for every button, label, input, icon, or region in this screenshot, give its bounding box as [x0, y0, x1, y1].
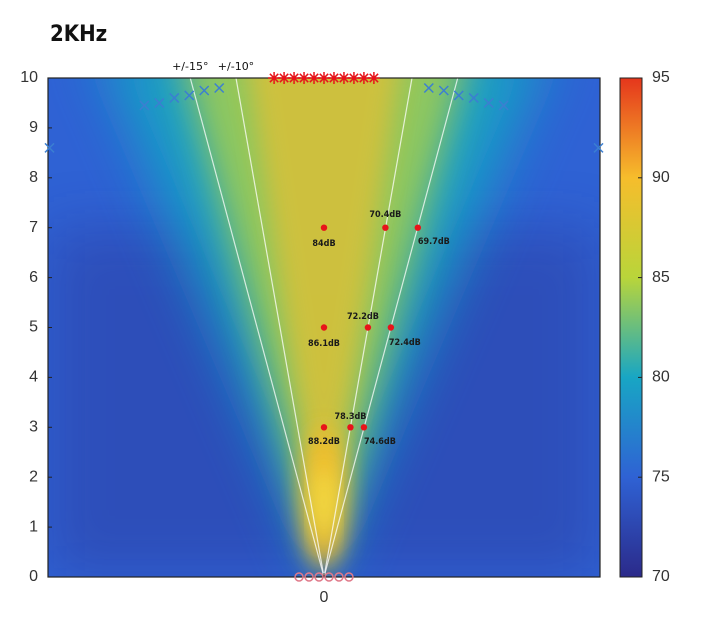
- y-tick-label: 7: [29, 219, 38, 236]
- data-point: [387, 324, 395, 331]
- data-point: [320, 324, 328, 331]
- marker-cross: [44, 142, 55, 153]
- data-label: 78.3dB: [334, 412, 366, 422]
- marker-circle: [324, 572, 334, 582]
- data-point: [347, 424, 354, 431]
- guide-line: [189, 77, 325, 578]
- colorbar-tick-label: 85: [652, 269, 670, 286]
- marker-asterisk: [268, 72, 281, 84]
- colorbar-tick-label: 95: [652, 69, 670, 86]
- data-label: 69.7dB: [418, 237, 450, 247]
- marker-cross: [139, 100, 150, 111]
- data-label: 72.4dB: [389, 338, 421, 348]
- heatmap: [48, 78, 600, 577]
- y-tick-label: 5: [29, 319, 38, 336]
- marker-circle: [314, 572, 324, 582]
- guide-line: [235, 77, 325, 578]
- marker-asterisk: [278, 72, 291, 84]
- marker-cross: [154, 97, 165, 108]
- marker-asterisk: [357, 72, 370, 84]
- y-tick-label: 10: [20, 69, 38, 86]
- marker-asterisk: [337, 72, 350, 84]
- marker-cross: [423, 82, 434, 94]
- colorbar-tick-label: 75: [652, 468, 670, 485]
- marker-asterisk: [288, 72, 301, 84]
- marker-asterisk: [308, 72, 321, 84]
- colorbar-tick-label: 90: [652, 169, 670, 186]
- marker-cross: [498, 100, 509, 111]
- y-tick-label: 3: [29, 419, 38, 436]
- data-label: 70.4dB: [369, 210, 401, 220]
- data-label: 72.2dB: [347, 312, 379, 322]
- guide-label: +/-15°: [172, 60, 208, 73]
- marker-cross: [438, 85, 449, 96]
- marker-circle: [334, 572, 344, 582]
- data-label: 88.2dB: [308, 437, 340, 447]
- marker-asterisk: [347, 72, 360, 84]
- chart-title: 2KHz: [50, 22, 107, 47]
- marker-asterisk: [327, 72, 340, 84]
- y-tick-label: 4: [29, 369, 38, 386]
- marker-cross: [468, 92, 479, 103]
- heatmap-hotspot-core: [314, 467, 334, 538]
- marker-asterisk: [298, 72, 311, 84]
- plot-overlay: +/-15° +/-10° 0 1 2 3 4 5 6 7 8 9 10 0 84dB 70.4dB 69.7d…: [20, 60, 670, 606]
- marker-cross: [214, 82, 225, 94]
- data-label: 84dB: [312, 239, 335, 249]
- marker-circle: [304, 572, 314, 582]
- marker-asterisk: [318, 72, 330, 84]
- guide-label: +/-10°: [218, 60, 254, 73]
- marker-cross: [184, 90, 195, 101]
- data-point: [320, 224, 328, 231]
- data-point: [364, 324, 372, 331]
- marker-asterisk: [367, 72, 380, 84]
- marker-cross: [169, 92, 180, 103]
- colorbar-tick-label: 80: [652, 369, 670, 386]
- colorbar: [619, 77, 643, 578]
- data-point: [414, 224, 422, 231]
- marker-cross: [453, 90, 464, 101]
- y-tick-label: 9: [29, 119, 38, 136]
- y-tick-label: 8: [29, 169, 38, 186]
- marker-cross: [483, 97, 494, 108]
- marker-circle: [344, 572, 354, 582]
- y-tick-label: 1: [29, 518, 38, 535]
- data-label: 86.1dB: [308, 339, 340, 349]
- x-tick-label: 0: [320, 589, 329, 606]
- y-tick-label: 0: [29, 568, 38, 585]
- data-point: [382, 224, 389, 231]
- marker-cross: [593, 142, 604, 153]
- data-point: [360, 424, 368, 431]
- data-label: 74.6dB: [364, 437, 396, 447]
- marker-cross: [199, 85, 210, 96]
- data-point: [320, 424, 328, 431]
- marker-circle: [294, 572, 304, 582]
- y-tick-label: 6: [29, 269, 38, 286]
- y-tick-label: 2: [29, 468, 38, 485]
- colorbar-tick-label: 70: [652, 568, 670, 585]
